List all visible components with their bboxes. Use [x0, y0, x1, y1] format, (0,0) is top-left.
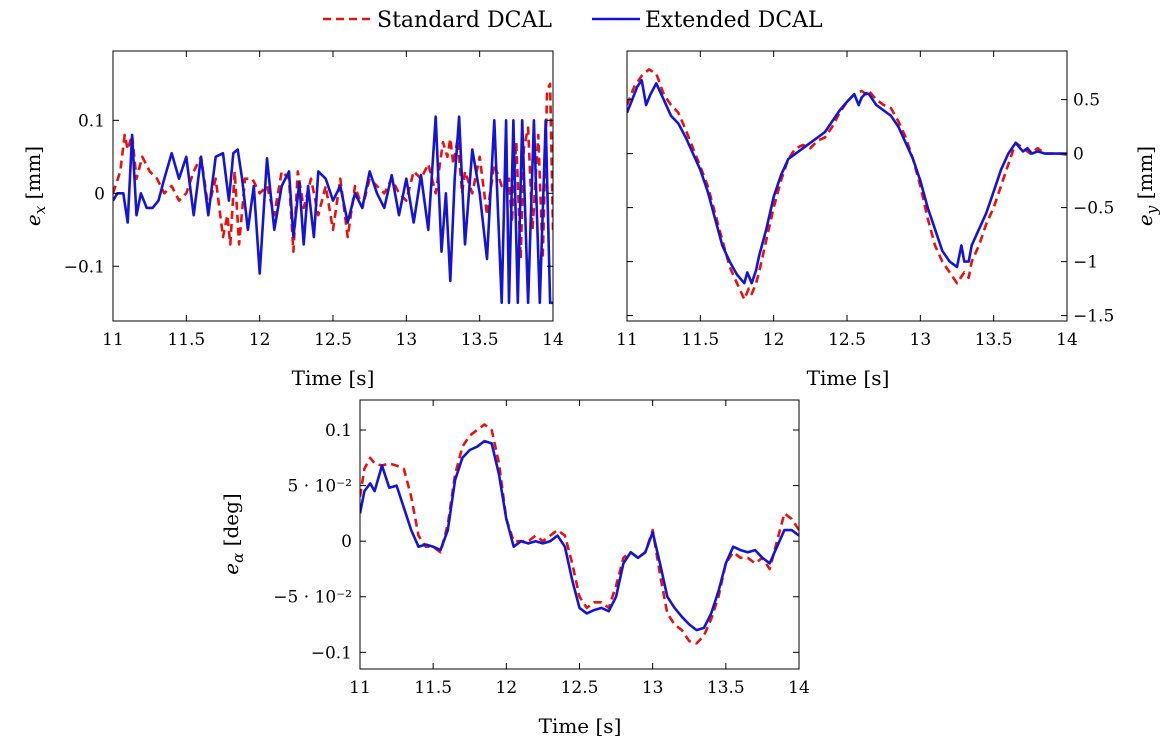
ealpha-xtick-label: 12 — [496, 678, 518, 698]
ey-xtick-label: 14 — [1056, 330, 1078, 350]
ex-xtick-label: 11 — [102, 330, 124, 350]
ex-xlabel: Time [s] — [292, 366, 375, 390]
ey-xtick-label: 13 — [910, 330, 932, 350]
ealpha-xtick-label: 11.5 — [414, 678, 452, 698]
ey-ytick-label: −1 — [1073, 253, 1098, 273]
ex-xtick-label: 11.5 — [167, 330, 205, 350]
ex-xtick-label: 12 — [249, 330, 271, 350]
ealpha-ytick-label: −0.1 — [311, 643, 352, 663]
ey-xtick-label: 12 — [763, 330, 785, 350]
ealpha-xtick-label: 13 — [642, 678, 664, 698]
ey-ytick-label: −1.5 — [1073, 307, 1114, 327]
ex-ytick-label: 0 — [94, 184, 105, 204]
ealpha-xtick-label: 13.5 — [707, 678, 745, 698]
ealpha-xlabel: Time [s] — [539, 714, 622, 738]
ex-xtick-label: 13 — [396, 330, 418, 350]
ex-ticks: 11 11.5 12 12.5 13 13.5 14 −0.1 0 0.1 — [64, 51, 564, 350]
ey-ytick-label: 0 — [1073, 145, 1084, 165]
ey-ytick-label: −0.5 — [1073, 199, 1114, 219]
ealpha-series-extended-line — [360, 439, 799, 632]
ex-series-extended-line — [113, 115, 553, 305]
ey-plot: 11 11.5 12 12.5 13 13.5 14 −1.5 −1 −0.5 0 0.5 Time … — [616, 50, 1161, 390]
ealpha-xtick-label: 11 — [349, 678, 371, 698]
ey-xlabel: Time [s] — [807, 366, 890, 390]
legend-extended-label: Extended DCAL — [645, 8, 823, 33]
ealpha-ytick-label: 0.1 — [325, 421, 352, 441]
ex-series-group — [113, 82, 553, 305]
ex-series-standard-line — [113, 82, 553, 261]
ealpha-xtick-label: 14 — [788, 678, 810, 698]
ealpha-ytick-label: −5 · 10⁻² — [273, 588, 352, 608]
ealpha-ytick-label: 0 — [341, 532, 352, 552]
ealpha-series-group — [360, 423, 799, 645]
ex-ylabel: ex [mm] — [21, 146, 49, 226]
ex-plot-frame — [112, 50, 554, 322]
ex-ytick-label: −0.1 — [64, 257, 105, 277]
ex-plot: 11 11.5 12 12.5 13 13.5 14 −0.1 0 0.1 Time [s] ex… — [21, 50, 564, 390]
ey-ticks: 11 11.5 12 12.5 13 13.5 14 −1.5 −1 −0.5 0 0.5 — [616, 51, 1114, 350]
ey-series-extended-line — [627, 78, 1067, 285]
ex-ytick-label: 0.1 — [78, 111, 105, 131]
ealpha-ticks: 11 11.5 12 12.5 13 13.5 14 −0.1 −5 · 10⁻² 0 5 · 10… — [273, 400, 810, 698]
ealpha-series-standard-line — [360, 423, 799, 645]
ey-plot-frame — [626, 50, 1068, 322]
ey-xtick-label: 13.5 — [975, 330, 1013, 350]
ey-xtick-label: 12.5 — [828, 330, 866, 350]
ey-ylabel: ey [mm] — [1133, 146, 1161, 226]
ex-xtick-label: 12.5 — [314, 330, 352, 350]
ey-xtick-label: 11.5 — [681, 330, 719, 350]
ealpha-plot: 11 11.5 12 12.5 13 13.5 14 −0.1 −5 · 10⁻² 0 5 · 10… — [219, 399, 810, 738]
legend: Standard DCAL Extended DCAL — [323, 8, 823, 33]
ex-xtick-label: 14 — [542, 330, 564, 350]
ealpha-plot-frame — [359, 399, 800, 670]
ex-xtick-label: 13.5 — [461, 330, 499, 350]
ealpha-ylabel: eα [deg] — [219, 493, 247, 574]
ealpha-xtick-label: 12.5 — [561, 678, 599, 698]
legend-standard-label: Standard DCAL — [377, 8, 552, 33]
ey-series-standard-line — [627, 68, 1067, 301]
ey-ytick-label: 0.5 — [1073, 91, 1100, 111]
ealpha-ytick-label: 5 · 10⁻² — [288, 477, 352, 497]
ey-xtick-label: 11 — [616, 330, 638, 350]
ey-series-group — [627, 68, 1067, 301]
